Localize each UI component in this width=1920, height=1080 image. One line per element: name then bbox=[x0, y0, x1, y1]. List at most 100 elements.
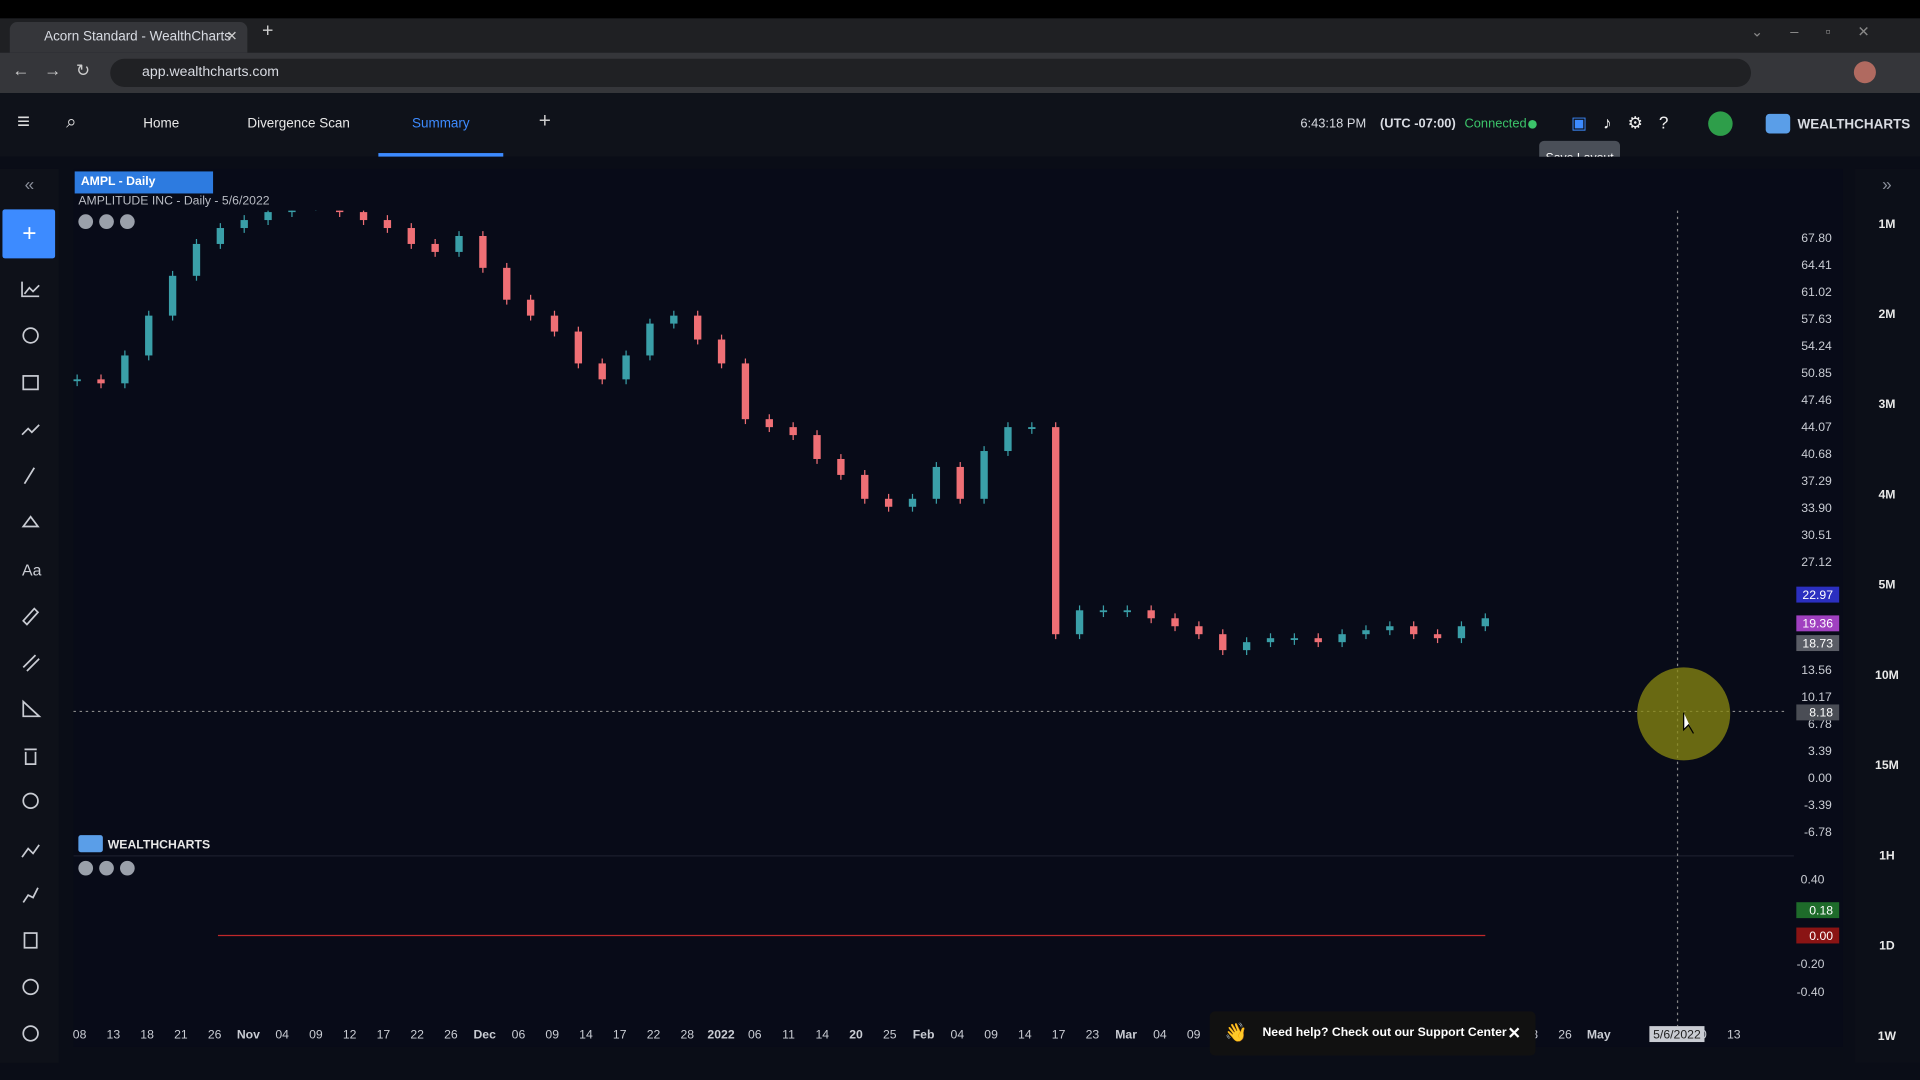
clock: 6:43:18 PM bbox=[1300, 116, 1367, 132]
x-tick-label: Feb bbox=[913, 1027, 935, 1041]
y-tick-label: 13.56 bbox=[1801, 663, 1832, 677]
candle bbox=[192, 243, 201, 276]
nav-buttons[interactable]: ←→↻ bbox=[12, 60, 105, 80]
add-tool[interactable] bbox=[2, 209, 56, 259]
candle bbox=[1433, 634, 1442, 639]
candle bbox=[1481, 618, 1489, 627]
candle bbox=[1171, 618, 1179, 627]
indicator-tag-label: 0.18 bbox=[1809, 903, 1833, 917]
close-help[interactable]: ✕ bbox=[1507, 1023, 1521, 1043]
x-tick-label: 22 bbox=[647, 1027, 661, 1041]
price-tag bbox=[1796, 586, 1840, 603]
symbol-tab[interactable]: AMPL - Daily bbox=[74, 171, 214, 194]
x-tick-label: 26 bbox=[208, 1027, 222, 1041]
watermark: WEALTHCHARTS bbox=[108, 838, 210, 852]
profile[interactable] bbox=[1853, 61, 1876, 84]
candle bbox=[121, 355, 129, 384]
timeframe[interactable]: 10M bbox=[1875, 668, 1899, 682]
help-text: Need help? Check out our Support Center bbox=[1262, 1026, 1507, 1040]
candle bbox=[359, 212, 368, 221]
candle bbox=[765, 419, 773, 428]
header-icons[interactable]: ▣♪⚙? bbox=[1571, 112, 1685, 133]
y-tick-label: 44.07 bbox=[1801, 420, 1832, 434]
x-tick-label: 04 bbox=[1153, 1027, 1167, 1041]
x-tick-label: 12 bbox=[343, 1027, 357, 1041]
candle bbox=[741, 363, 750, 420]
x-tick-label: 06 bbox=[512, 1027, 526, 1041]
x-tick-label: 11 bbox=[782, 1027, 795, 1041]
add-tab[interactable]: + bbox=[538, 108, 551, 133]
candle bbox=[1386, 626, 1394, 631]
cursor bbox=[1683, 712, 1695, 734]
timeframe[interactable]: 2M bbox=[1878, 307, 1895, 321]
x-tick-label: 09 bbox=[984, 1027, 998, 1041]
indicator-tag-label: 0.00 bbox=[1809, 929, 1833, 943]
x-tick-label: 17 bbox=[1052, 1027, 1066, 1041]
timeframe[interactable]: 1M bbox=[1878, 217, 1895, 231]
candle bbox=[1338, 634, 1346, 643]
nav-tab[interactable]: Summary bbox=[378, 93, 504, 157]
candle bbox=[717, 339, 726, 364]
y-tick-label: 3.39 bbox=[1808, 744, 1832, 758]
x-tick-label: 18 bbox=[140, 1027, 154, 1041]
x-tick-label: 26 bbox=[444, 1027, 458, 1041]
cursor-date: 5/6/2022 bbox=[1653, 1027, 1701, 1041]
x-tick-label: 14 bbox=[815, 1027, 829, 1041]
y-tick-label: 10.17 bbox=[1801, 690, 1832, 704]
candle bbox=[694, 315, 702, 340]
indicator-tag bbox=[1796, 902, 1840, 919]
y-tick-label: 47.46 bbox=[1801, 393, 1832, 407]
candle bbox=[1075, 610, 1084, 635]
x-tick-label: 2022 bbox=[707, 1027, 734, 1041]
url-field[interactable]: app.wealthcharts.com bbox=[110, 58, 1752, 87]
chart-controls[interactable] bbox=[78, 214, 135, 876]
nav-tab[interactable]: Home bbox=[143, 116, 180, 132]
symbol: AMPL - Daily bbox=[80, 175, 156, 189]
close-tab[interactable]: ✕ bbox=[226, 29, 238, 45]
browser-tab[interactable]: Acorn Standard - WealthCharts ✕ bbox=[9, 22, 248, 53]
window-controls[interactable]: ⌄–▫✕ bbox=[1751, 23, 1897, 41]
location-button[interactable] bbox=[1708, 111, 1733, 136]
y-tick-label: 67.80 bbox=[1801, 231, 1832, 245]
y-tick-label: 50.85 bbox=[1801, 366, 1832, 380]
text-tool[interactable]: Aa bbox=[22, 563, 42, 580]
x-tick-label: 13 bbox=[1727, 1027, 1741, 1041]
timeframe[interactable]: 1D bbox=[1879, 939, 1895, 953]
candle bbox=[550, 315, 559, 332]
price-tag-label: 18.73 bbox=[1802, 636, 1833, 650]
timeframe[interactable]: 15M bbox=[1875, 758, 1899, 772]
nav-tab[interactable]: Divergence Scan bbox=[247, 116, 350, 132]
tool-icons[interactable] bbox=[21, 281, 42, 1042]
timeframe[interactable]: 5M bbox=[1878, 578, 1895, 592]
y-tick-label: 27.12 bbox=[1801, 555, 1832, 569]
timeframe[interactable]: 1H bbox=[1879, 848, 1895, 862]
y-tick-label: 37.29 bbox=[1801, 474, 1832, 488]
timeframe[interactable]: 4M bbox=[1878, 487, 1895, 501]
x-tick-label: 17 bbox=[377, 1027, 391, 1041]
search-button[interactable]: ⌕ bbox=[66, 111, 77, 133]
candle bbox=[1052, 427, 1060, 635]
menu-button[interactable]: ≡ bbox=[17, 108, 31, 134]
status: Connected bbox=[1464, 116, 1527, 132]
new-tab[interactable]: + bbox=[262, 20, 274, 42]
candle bbox=[884, 498, 893, 507]
timeframe[interactable]: 1W bbox=[1878, 1029, 1897, 1043]
y-tick-label: 33.90 bbox=[1801, 501, 1832, 515]
description: AMPLITUDE INC - Daily - 5/6/2022 bbox=[78, 194, 270, 209]
y-tick-label: 0.00 bbox=[1808, 771, 1832, 785]
expand[interactable]: » bbox=[1882, 174, 1892, 194]
candle bbox=[383, 220, 392, 229]
timeframe[interactable]: 3M bbox=[1878, 397, 1895, 411]
candle bbox=[503, 267, 511, 300]
candle bbox=[526, 299, 535, 316]
help-banner[interactable]: 👋 Need help? Check out our Support Center… bbox=[1209, 1011, 1536, 1056]
collapse[interactable]: « bbox=[25, 174, 35, 194]
price-tag-label: 19.36 bbox=[1802, 617, 1833, 631]
price-tag bbox=[1796, 615, 1840, 632]
y-tick-label: 54.24 bbox=[1801, 339, 1832, 353]
x-tick-label: Nov bbox=[237, 1027, 260, 1041]
candle bbox=[861, 474, 869, 499]
